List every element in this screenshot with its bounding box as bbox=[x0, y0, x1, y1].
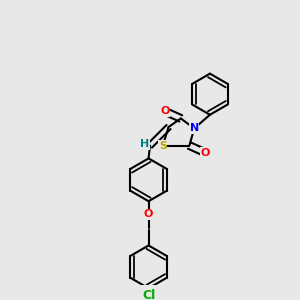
Text: H: H bbox=[140, 139, 149, 149]
Text: O: O bbox=[160, 106, 170, 116]
Text: S: S bbox=[159, 141, 167, 151]
Text: O: O bbox=[200, 148, 210, 158]
Text: Cl: Cl bbox=[142, 289, 155, 300]
Text: N: N bbox=[190, 123, 199, 134]
Text: O: O bbox=[144, 209, 153, 219]
